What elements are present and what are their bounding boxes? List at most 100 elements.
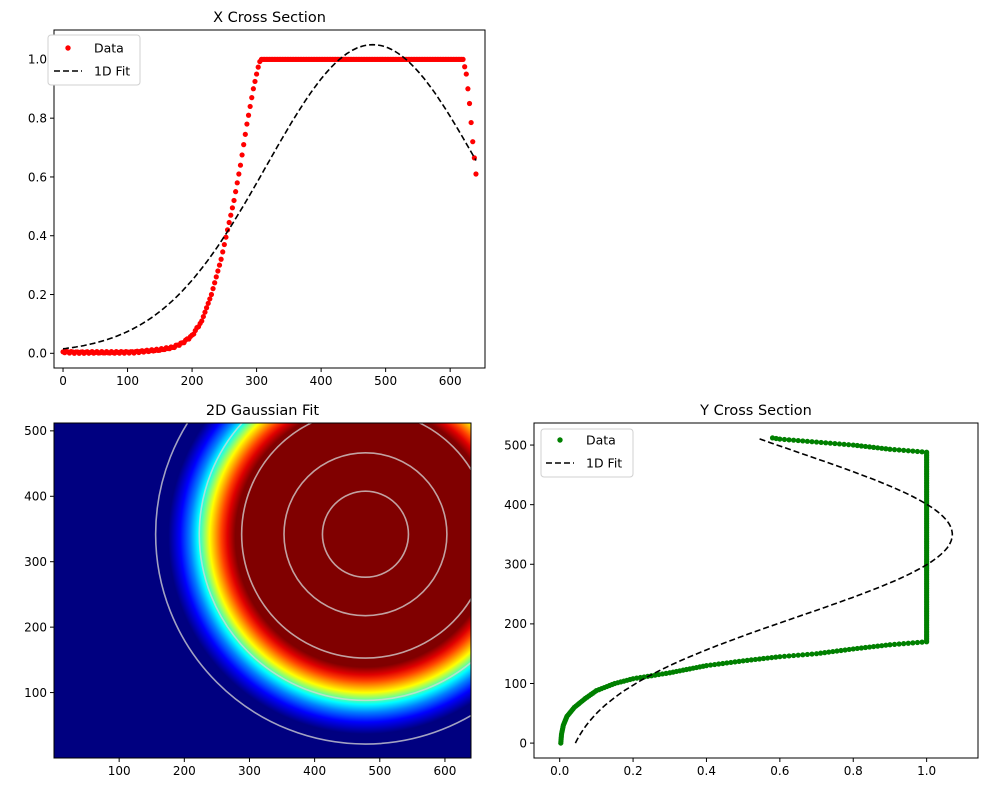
y-data-point: [748, 657, 754, 663]
y-data-point: [883, 642, 889, 648]
y-data-point: [866, 444, 873, 450]
y-data-point: [716, 661, 722, 667]
y-data-point: [871, 444, 877, 450]
x-data-point: [221, 241, 227, 248]
y-data-point: [740, 658, 746, 664]
y-data-point: [712, 661, 718, 668]
y-data-point: [818, 439, 824, 446]
img-xtick-label: 300: [238, 764, 261, 778]
x-cross-section-chart: X Cross Section 0 100 200 300 400 500 600 0.0 0.…: [28, 10, 486, 388]
y-legend-data-marker: [557, 437, 563, 443]
x-data-point: [473, 171, 479, 177]
y-data-point: [795, 437, 801, 444]
x-ytick-label: 0.0: [28, 347, 47, 361]
y-data-point: [919, 449, 925, 455]
y-data-point: [791, 652, 797, 659]
x-data-point: [247, 103, 253, 110]
x-data-point: [220, 249, 226, 255]
x-ytick-label: 1.0: [28, 53, 47, 67]
y-data-point: [924, 449, 930, 455]
x-data-point: [255, 64, 261, 70]
x-data-point: [210, 286, 216, 292]
y-xtick-label: 0.8: [844, 764, 863, 778]
y-chart-axes: 0.0 0.2 0.4 0.6 0.8 1.0 0 100 200 300 400 500: [504, 438, 936, 778]
y-data-point: [795, 652, 801, 658]
y-data-point: [875, 643, 881, 649]
x-data-point: [239, 152, 245, 158]
y-data-point: [838, 647, 844, 654]
x-data-point: [207, 296, 213, 302]
y-data-point: [809, 439, 815, 445]
y-data-point: [846, 442, 852, 448]
x-data-point: [236, 171, 242, 177]
x-ytick-label: 0.4: [28, 229, 47, 243]
x-xtick-label: 400: [310, 374, 333, 388]
img-xtick-label: 200: [173, 764, 196, 778]
x-data-point: [213, 274, 219, 280]
x-data-point: [202, 309, 208, 315]
x-data-point: [215, 268, 221, 274]
y-data-point: [813, 651, 820, 657]
x-ytick-label: 0.2: [28, 288, 47, 302]
x-chart-axes: 0 100 200 300 400 500 600 0.0 0.2 0.4 0.6 0.8 1.0: [28, 53, 462, 388]
contour-ring: [240, 423, 471, 659]
y-data-point: [887, 446, 893, 452]
y-data-point: [760, 655, 767, 662]
x-legend-data-marker: [65, 45, 71, 51]
img-ytick-label: 500: [24, 424, 47, 438]
x-data-point: [253, 71, 260, 77]
y-data-point: [862, 644, 869, 651]
y-data-point: [769, 435, 776, 441]
y-ytick-label: 500: [504, 438, 527, 452]
x-data-point: [231, 197, 237, 204]
x-data-point: [463, 71, 469, 77]
y-data-point: [850, 646, 856, 652]
y-data-point: [769, 654, 775, 661]
x-data-point: [199, 318, 205, 324]
y-ytick-label: 300: [504, 558, 527, 572]
y-cross-section-chart: Y Cross Section 0.0 0.2 0.4 0.6 0.8 1.0 0 100 20…: [504, 403, 979, 778]
y-legend-fit-label: 1D Fit: [586, 456, 622, 471]
y-data-point: [858, 645, 864, 651]
y-data-point: [836, 441, 843, 447]
y-data-point: [707, 662, 714, 668]
y-data-point: [891, 447, 898, 453]
y-data-point: [919, 639, 925, 645]
img-ytick-label: 300: [24, 555, 47, 569]
y-data-point: [822, 650, 828, 656]
y-data-point: [728, 659, 734, 666]
img-xtick-label: 500: [368, 764, 391, 778]
y-xtick-label: 0.6: [770, 764, 789, 778]
x-xtick-label: 300: [245, 374, 268, 388]
y-xtick-label: 0.0: [550, 764, 569, 778]
y-fit-curve: [574, 437, 954, 744]
y-data-point: [832, 440, 838, 447]
y-data-point: [818, 650, 824, 656]
heatmap-gaussian-blob: [168, 423, 471, 734]
y-data-point: [752, 656, 758, 663]
y-data-point: [720, 660, 726, 667]
y-data-point: [786, 437, 792, 443]
img-chart-axes: 100 200 300 400 500 600 100 200 300 400 500: [24, 424, 456, 778]
x-data-point: [252, 78, 258, 85]
y-data-point: [891, 641, 898, 647]
y-data-point: [781, 653, 788, 659]
y-data-point: [905, 640, 911, 646]
x-data-point: [465, 86, 471, 92]
x-data-point: [208, 291, 215, 298]
x-fit-curve: [62, 43, 477, 350]
y-data-point: [896, 447, 902, 453]
y-data-point: [905, 448, 911, 454]
y-data-point: [879, 643, 885, 649]
x-ytick-label: 0.6: [28, 170, 47, 184]
y-data-point: [756, 656, 763, 662]
y-data-point: [827, 440, 833, 446]
x-data-point: [223, 234, 229, 240]
x-data-point: [200, 313, 206, 320]
y-data-point: [804, 438, 810, 444]
x-data-point: [249, 95, 255, 101]
y-data-point: [910, 448, 916, 454]
x-data-point: [242, 131, 248, 137]
y-data-point: [773, 654, 779, 660]
